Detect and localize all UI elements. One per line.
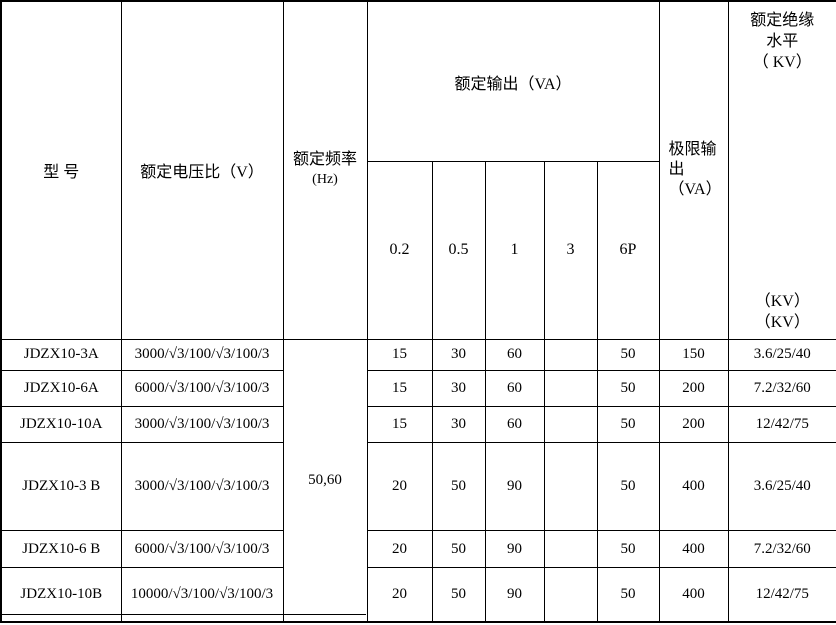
cell-voltage-ratio: 6000/√3/100/√3/100/3 — [120, 530, 284, 569]
cell-voltage-ratio: 3000/√3/100/√3/100/3 — [120, 441, 284, 532]
cell-out-1: 90 — [484, 567, 545, 623]
cell-insulation: 3.6/25/40 — [727, 441, 836, 532]
cell-model: JDZX10-6A — [0, 369, 122, 407]
cell-limit-output: 400 — [658, 530, 729, 569]
cell-out-05: 50 — [431, 441, 486, 532]
cell-out-05: 50 — [431, 567, 486, 623]
header-insulation-content: 额定绝缘 水平 （ KV） （KV） （KV） — [729, 5, 836, 335]
header-class-3: 3 — [543, 161, 598, 340]
partial-row-divider-line — [2, 614, 366, 615]
header-frequency: 额定频率 (Hz) — [282, 0, 368, 340]
header-class-0-5: 0.5 — [431, 161, 486, 340]
header-frequency-label: 额定频率 — [292, 151, 357, 169]
table-row: JDZX10-3 B 3000/√3/100/√3/100/3 20 50 90… — [0, 441, 836, 532]
cell-out-6p: 50 — [596, 567, 660, 623]
cell-out-3 — [543, 567, 598, 623]
cell-model: JDZX10-10B — [0, 567, 122, 623]
cell-out-6p: 50 — [596, 338, 660, 371]
cell-limit-output: 200 — [658, 405, 729, 443]
table-row: JDZX10-6A 6000/√3/100/√3/100/3 15 30 60 … — [0, 369, 836, 407]
table-row: JDZX10-6 B 6000/√3/100/√3/100/3 20 50 90… — [0, 530, 836, 569]
cell-model: JDZX10-6 B — [0, 530, 122, 569]
cell-out-05: 30 — [431, 369, 486, 407]
cell-out-02: 15 — [366, 369, 433, 407]
table-row: JDZX10-3A 3000/√3/100/√3/100/3 50,60 15 … — [0, 338, 836, 623]
cell-model: JDZX10-3A — [0, 338, 122, 371]
cell-model: JDZX10-3 B — [0, 441, 122, 532]
cell-out-05: 50 — [431, 530, 486, 569]
cell-voltage-ratio: 10000/√3/100/√3/100/3 — [120, 567, 284, 623]
table-row: JDZX10-10B 10000/√3/100/√3/100/3 20 50 9… — [0, 567, 836, 623]
header-frequency-unit: (Hz) — [312, 172, 338, 188]
cell-limit-output: 400 — [658, 567, 729, 623]
cell-limit-output: 150 — [658, 338, 729, 371]
cell-out-02: 15 — [366, 338, 433, 371]
cell-voltage-ratio: 6000/√3/100/√3/100/3 — [120, 369, 284, 407]
cell-out-3 — [543, 369, 598, 407]
cell-out-05: 30 — [431, 405, 486, 443]
cell-out-3 — [543, 530, 598, 569]
cell-out-02: 20 — [366, 441, 433, 532]
cell-out-6p: 50 — [596, 530, 660, 569]
header-insulation-title: 额定绝缘 水平 （ KV） — [750, 12, 815, 72]
cell-out-1: 90 — [484, 441, 545, 532]
header-class-0-2: 0.2 — [366, 161, 433, 340]
header-class-1: 1 — [484, 161, 545, 340]
cell-out-6p: 50 — [596, 441, 660, 532]
cell-out-05: 30 — [431, 338, 486, 371]
cell-insulation: 3.6/25/40 — [727, 338, 836, 371]
cell-out-6p: 50 — [596, 405, 660, 443]
cell-out-3 — [543, 338, 598, 371]
header-rated-output-group: 额定输出（VA） — [366, 0, 660, 163]
header-voltage-ratio: 额定电压比（V） — [120, 0, 284, 340]
cell-limit-output: 200 — [658, 369, 729, 407]
cell-out-6p: 50 — [596, 369, 660, 407]
cell-insulation: 7.2/32/60 — [727, 530, 836, 569]
header-model: 型 号 — [0, 0, 122, 340]
cell-out-1: 90 — [484, 530, 545, 569]
table-row: JDZX10-10A 3000/√3/100/√3/100/3 15 30 60… — [0, 405, 836, 443]
cell-out-1: 60 — [484, 369, 545, 407]
cell-out-3 — [543, 405, 598, 443]
cell-out-3 — [543, 441, 598, 532]
header-insulation-units: （KV） （KV） — [754, 293, 810, 332]
cell-out-1: 60 — [484, 405, 545, 443]
cell-insulation: 7.2/32/60 — [727, 369, 836, 407]
cell-insulation: 12/42/75 — [727, 567, 836, 623]
cell-limit-output: 400 — [658, 441, 729, 532]
cell-frequency-merged: 50,60 — [282, 338, 368, 623]
cell-out-02: 15 — [366, 405, 433, 443]
cell-out-02: 20 — [366, 530, 433, 569]
cell-insulation: 12/42/75 — [727, 405, 836, 443]
header-insulation-level: 额定绝缘 水平 （ KV） （KV） （KV） — [727, 0, 836, 340]
cell-out-02: 20 — [366, 567, 433, 623]
cell-out-1: 60 — [484, 338, 545, 371]
cell-voltage-ratio: 3000/√3/100/√3/100/3 — [120, 338, 284, 371]
cell-model: JDZX10-10A — [0, 405, 122, 443]
header-limit-output-lines: 极限输 出 （VA） — [668, 141, 722, 199]
header-class-6p: 6P — [596, 161, 660, 340]
cell-voltage-ratio: 3000/√3/100/√3/100/3 — [120, 405, 284, 443]
header-limit-output: 极限输 出 （VA） — [658, 0, 729, 340]
